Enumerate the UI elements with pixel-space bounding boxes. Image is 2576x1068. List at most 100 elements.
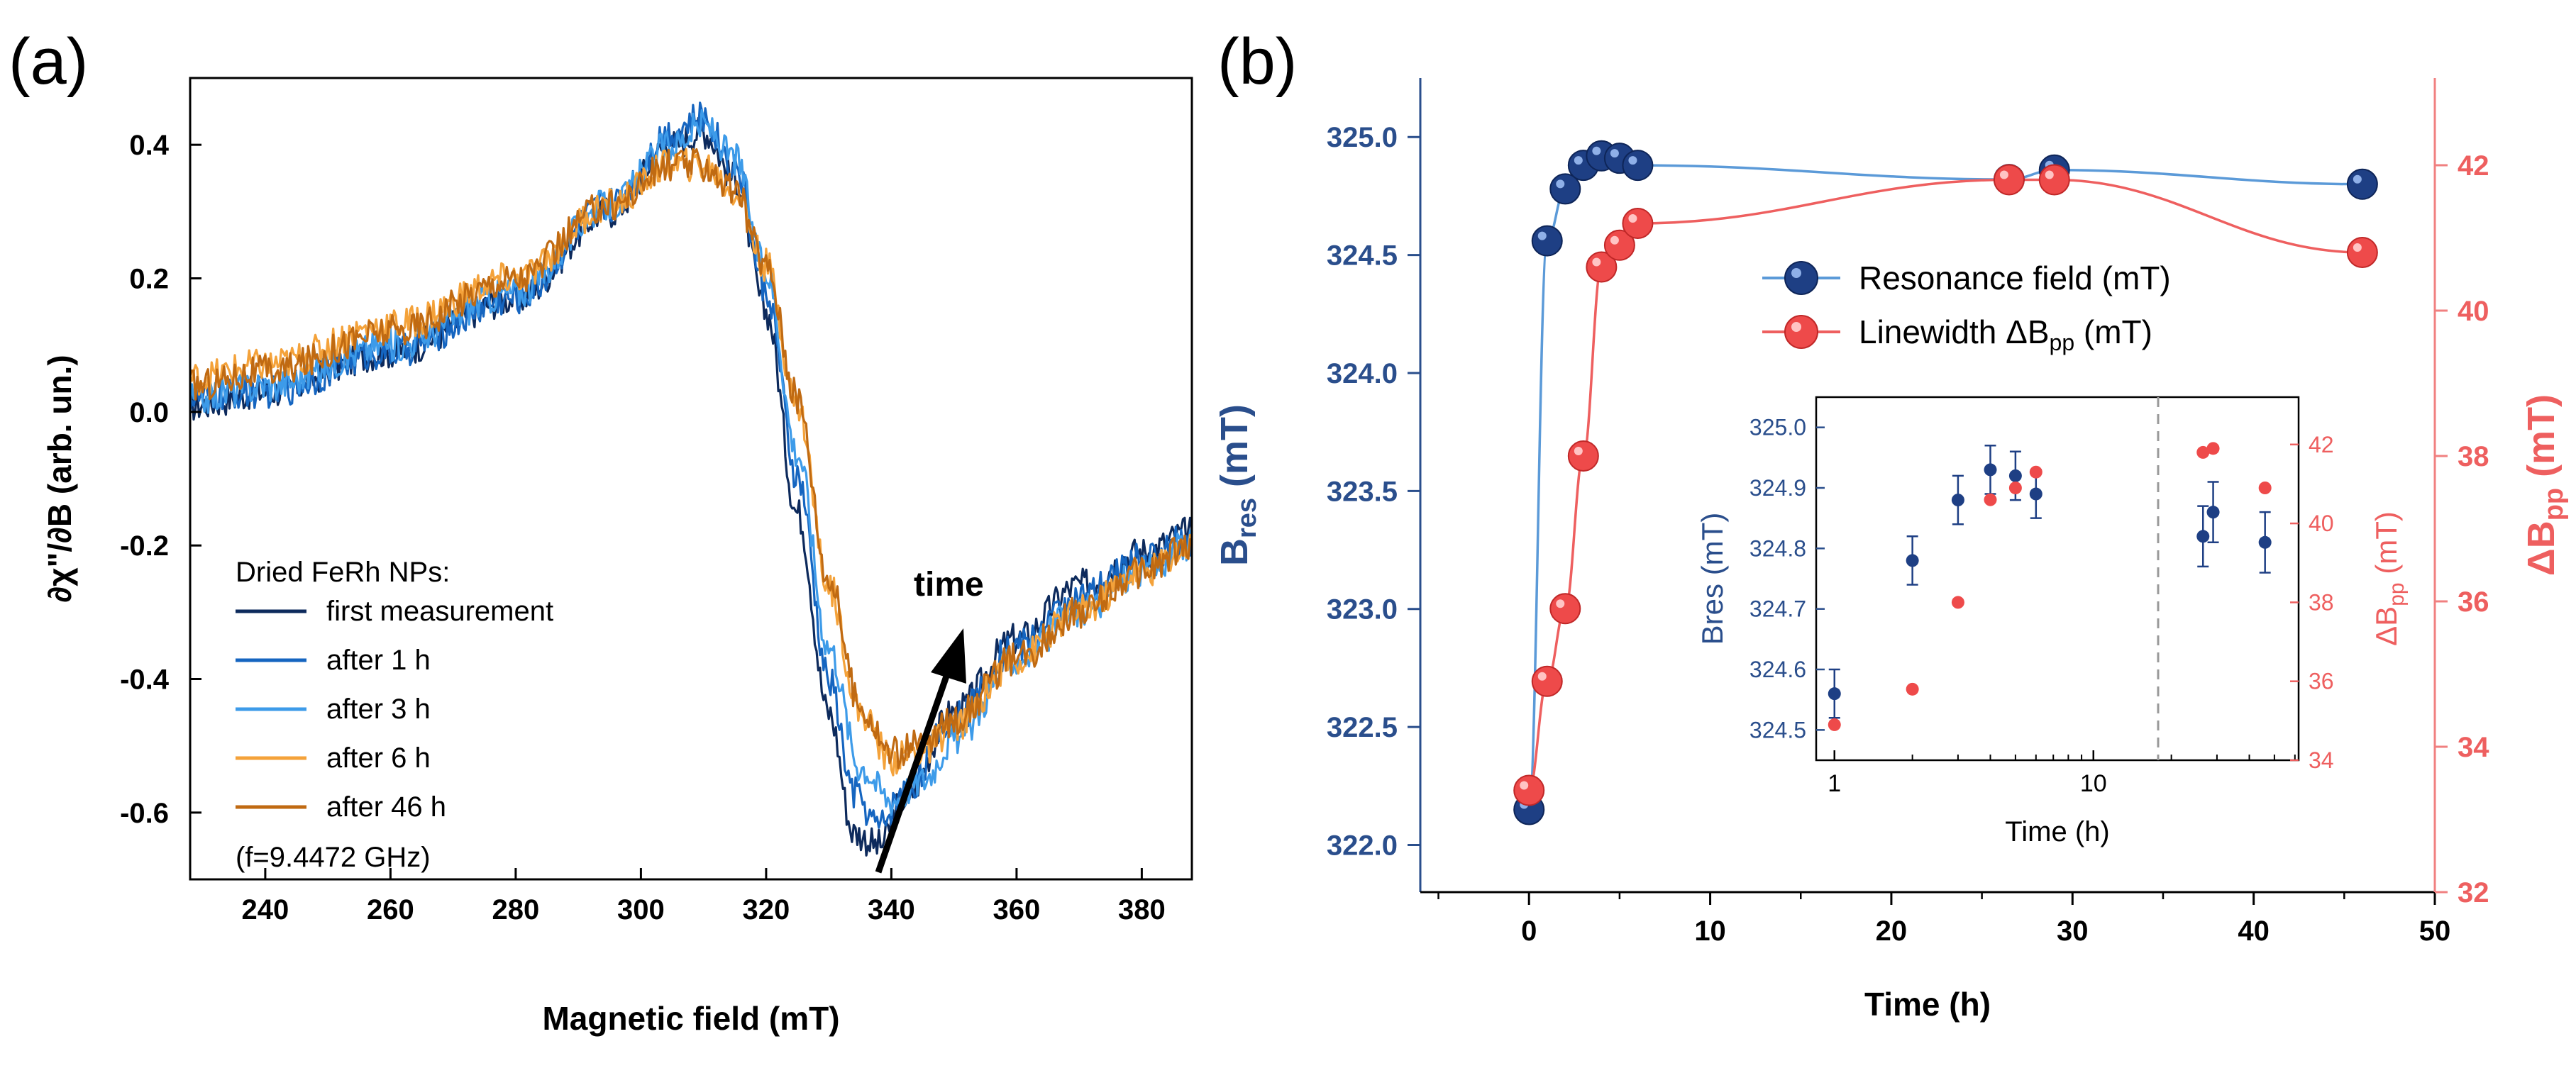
- time-annotation: time: [914, 566, 984, 603]
- panel-a-y-axis-title: ∂χ"/∂B (arb. un.): [41, 355, 78, 602]
- lw-point-shine: [2353, 243, 2362, 252]
- inset-right-tick-label: 42: [2309, 432, 2334, 457]
- legend-res-label: Resonance field (mT): [1859, 260, 2171, 296]
- lw-point-shine: [1628, 214, 1637, 223]
- y-tick-label: 322.0: [1327, 830, 1398, 861]
- panel-b-left-ticks: 322.0 322.5 323.0 323.5 324.0 324.5 325.0: [1327, 122, 1420, 861]
- y-tick-label: 323.0: [1327, 594, 1398, 625]
- lw-point: [1549, 593, 1581, 625]
- inset-res-point: [1984, 463, 1997, 477]
- legend-res-marker: [1784, 261, 1818, 295]
- panel-b-x-axis-title: Time (h): [1864, 986, 1991, 1023]
- inset-res-point: [2008, 469, 2022, 482]
- legend-label: after 46 h: [326, 791, 446, 823]
- inset-lw-point: [1984, 493, 1997, 506]
- series-h6: [189, 148, 1193, 777]
- inset-right-tick-label: 38: [2309, 589, 2334, 615]
- inset-y-tick-label: 324.9: [1749, 475, 1806, 501]
- right-tick-label: 38: [2458, 441, 2489, 472]
- inset-right-ticks: 34 36 38 40 42: [2290, 432, 2334, 773]
- inset-res-point: [2258, 535, 2272, 549]
- y-tick-label: 324.5: [1327, 240, 1398, 272]
- series-h3: [189, 109, 1193, 816]
- panel-b: (b) 0 10 20 30 40 50 322.0 322.5 323.0 323.5 324.…: [1213, 26, 2569, 1023]
- y-tick-label: 324.0: [1327, 358, 1398, 389]
- inset-left-axis-title: Bres (mT): [1696, 513, 1729, 645]
- legend-note: (f=9.4472 GHz): [236, 842, 431, 873]
- x-tick-label: 240: [242, 894, 289, 925]
- panel-b-left-axis-title: Bres (mT): [1213, 404, 1262, 566]
- lw-point: [1622, 208, 1654, 239]
- panel-a-frame: [189, 77, 1193, 881]
- inset-x-axis-title: Time (h): [2005, 816, 2109, 847]
- inset-series: [1828, 442, 2272, 731]
- inset-right-tick-label: 36: [2309, 669, 2334, 694]
- x-tick-label: 50: [2419, 916, 2451, 947]
- x-tick-label: 280: [492, 894, 540, 925]
- inset-lw-point: [2008, 482, 2022, 494]
- lw-point: [1567, 440, 1599, 472]
- x-tick-label: 300: [617, 894, 665, 925]
- panel-b-label: (b): [1217, 26, 1297, 98]
- inset-res-point: [1906, 554, 1919, 567]
- lw-point: [2346, 237, 2378, 268]
- legend-label: first measurement: [326, 596, 553, 627]
- res-point-shine: [1556, 179, 1565, 189]
- legend-res-marker-shine: [1791, 268, 1801, 278]
- lw-point-shine: [1537, 672, 1547, 681]
- x-tick-label: 20: [1876, 916, 1908, 947]
- inset-res-point: [1951, 494, 1964, 507]
- inset-right-axis-title: ΔBpp (mT): [2370, 511, 2409, 646]
- x-tick-label: 320: [743, 894, 790, 925]
- panel-b-right-axis-title: ΔBpp (mT): [2520, 394, 2569, 576]
- panel-b-x-ticks: 0 10 20 30 40 50: [1437, 892, 2451, 947]
- legend-label: after 6 h: [326, 742, 431, 774]
- legend-lw-marker: [1784, 315, 1818, 349]
- legend-title: Dried FeRh NPs:: [236, 557, 450, 588]
- inset-res-point: [2196, 530, 2210, 543]
- y-tick-label: 0.0: [129, 397, 169, 428]
- right-tick-label: 34: [2458, 732, 2489, 763]
- lw-point: [2038, 164, 2070, 196]
- inset-lw-point: [1906, 682, 1919, 696]
- inset-res-point: [2029, 487, 2042, 501]
- inset-y-tick-label: 324.6: [1749, 657, 1806, 682]
- x-tick-label: 0: [1521, 916, 1537, 947]
- x-tick-label: 10: [1694, 916, 1726, 947]
- res-point-shine: [1537, 231, 1547, 240]
- inset-y-tick-label: 324.8: [1749, 535, 1806, 561]
- res-point-shine: [1574, 156, 1583, 165]
- inset-lw-point: [2029, 465, 2042, 479]
- inset-res-point: [1828, 687, 1841, 701]
- y-tick-label: 0.4: [129, 130, 169, 161]
- lw-point-shine: [1520, 781, 1529, 790]
- legend-lw-marker-shine: [1791, 322, 1801, 332]
- panel-a-y-ticks: -0.6 -0.4 -0.2 0.0 0.2 0.4: [120, 130, 201, 829]
- inset-right-tick-label: 40: [2309, 511, 2334, 536]
- legend-lw-label: Linewidth ΔBpp (mT): [1859, 313, 2152, 355]
- res-point-shine: [2353, 174, 2362, 184]
- inset-res-point: [2206, 506, 2220, 519]
- inset-lw-point: [1951, 596, 1964, 609]
- inset-frame: [1815, 396, 2300, 762]
- inset-y-tick-label: 324.5: [1749, 717, 1806, 742]
- right-tick-label: 32: [2458, 877, 2489, 908]
- legend-label: after 3 h: [326, 694, 431, 725]
- x-tick-label: 40: [2238, 916, 2270, 947]
- inset-x-tick-label: 10: [2080, 770, 2107, 797]
- panel-b-legend: Resonance field (mT) Linewidth ΔBpp (mT): [1762, 260, 2171, 355]
- res-point-shine: [1592, 146, 1601, 155]
- lw-point: [1993, 164, 2025, 196]
- lw-point-shine: [1592, 257, 1601, 267]
- res-point: [1622, 150, 1654, 182]
- panel-a-legend: Dried FeRh NPs: first measurement after 1…: [236, 557, 553, 873]
- x-tick-label: 340: [868, 894, 915, 925]
- y-tick-label: -0.2: [120, 530, 169, 562]
- panel-a-x-ticks: 240 260 280 300 320 340 360 380: [242, 868, 1166, 925]
- y-tick-label: 325.0: [1327, 122, 1398, 153]
- inset-lw-point: [2258, 482, 2272, 494]
- y-tick-label: 322.5: [1327, 712, 1398, 743]
- lw-point-shine: [1574, 447, 1583, 455]
